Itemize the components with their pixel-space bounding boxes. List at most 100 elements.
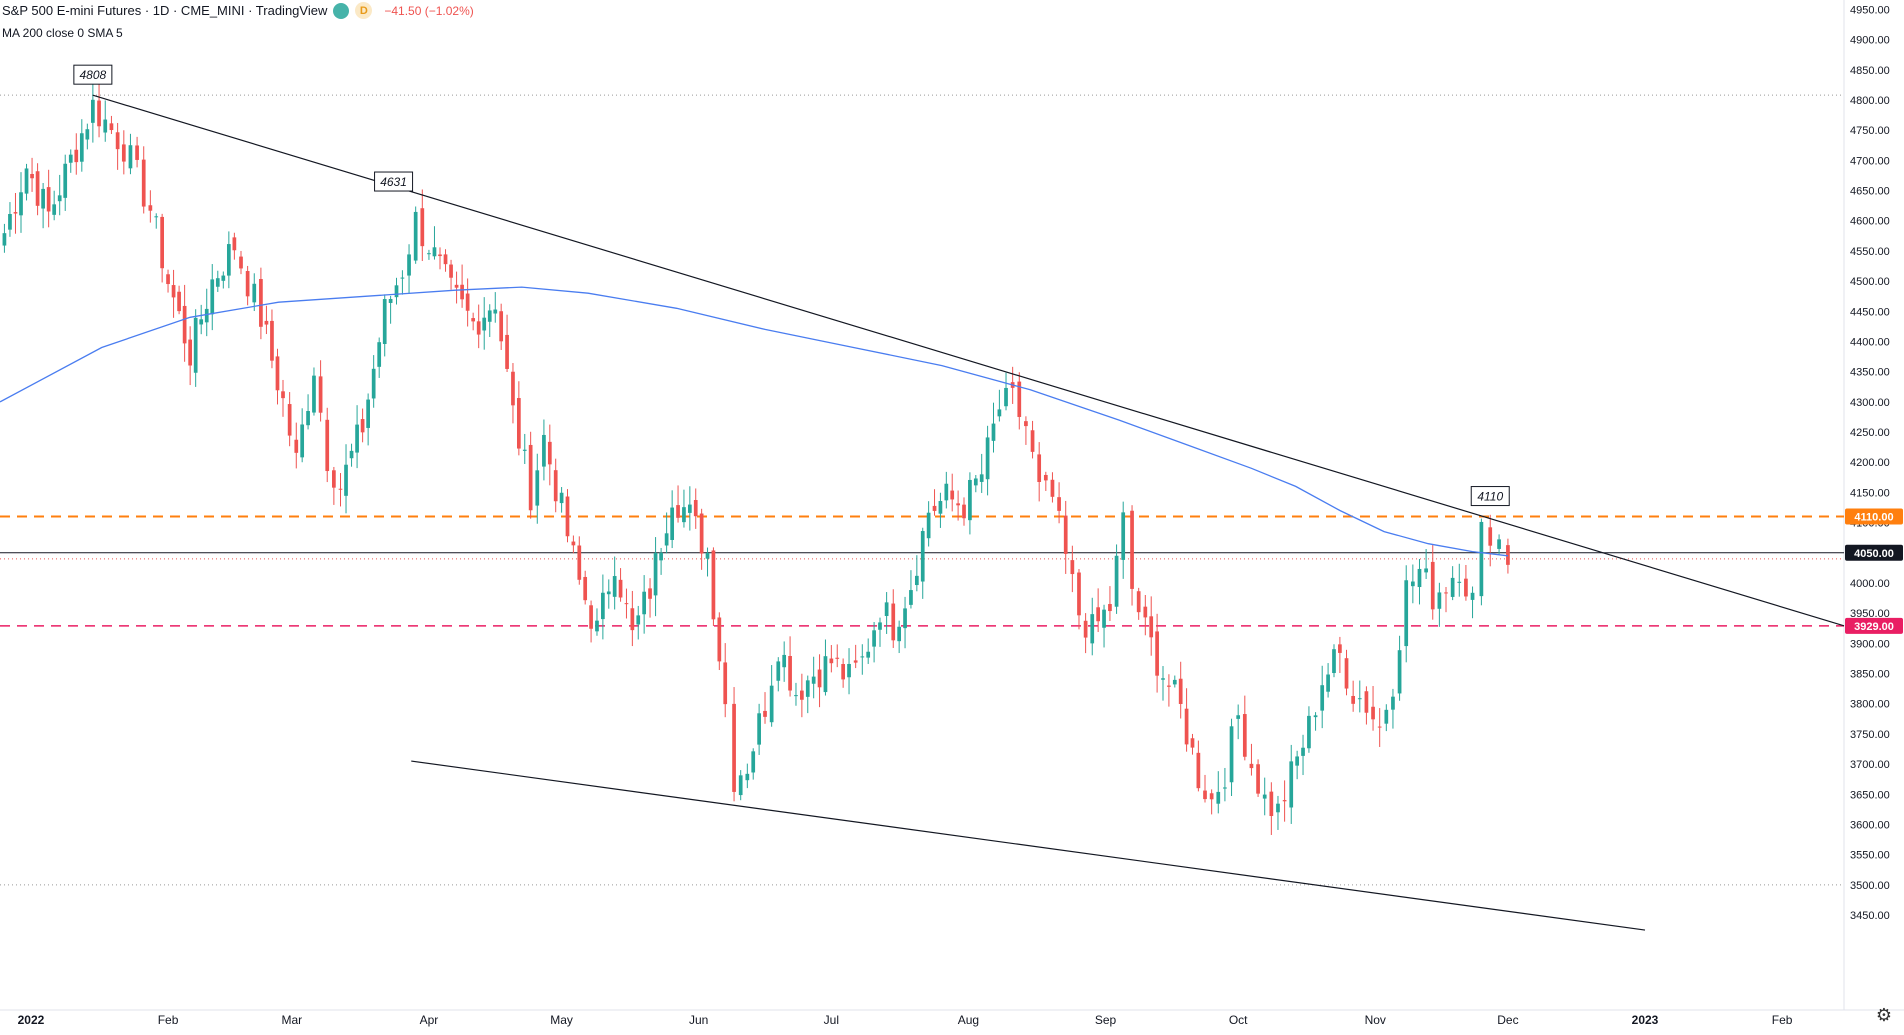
x-tick-label: May xyxy=(550,1013,573,1027)
candle-body xyxy=(648,588,652,599)
candle-body xyxy=(1430,561,1435,610)
candle-body xyxy=(891,603,896,641)
x-tick-label: Apr xyxy=(420,1013,439,1027)
x-tick-label: Sep xyxy=(1095,1013,1117,1027)
candle-body xyxy=(1351,695,1356,704)
candle-body xyxy=(1444,592,1448,594)
y-tick-label: 3500.00 xyxy=(1850,880,1890,892)
candle-body xyxy=(872,630,876,647)
candle-body xyxy=(41,188,45,209)
candle-body xyxy=(287,404,292,436)
candle-body xyxy=(377,342,382,367)
price-axis-label: 4050.00 xyxy=(1854,548,1894,560)
candle-body xyxy=(460,284,464,300)
candle-body xyxy=(659,552,663,561)
y-tick-label: 4850.00 xyxy=(1850,65,1890,77)
candle-body xyxy=(944,483,949,501)
candle-body xyxy=(1470,592,1475,600)
candle-body xyxy=(312,375,316,413)
candle-body xyxy=(1004,387,1008,407)
candle-body xyxy=(932,505,937,511)
trendline xyxy=(92,94,1845,627)
candle-body xyxy=(926,512,931,539)
candle-body xyxy=(294,439,299,453)
candle-body xyxy=(1121,512,1126,560)
candle-body xyxy=(1102,609,1106,628)
candle-body xyxy=(1043,474,1048,481)
trendline xyxy=(411,760,1646,931)
candle-body xyxy=(188,339,193,366)
candle-body xyxy=(1506,545,1510,565)
candle-body xyxy=(968,479,972,521)
candle-body xyxy=(366,399,370,428)
price-annotation-box xyxy=(374,171,414,192)
y-tick-label: 4650.00 xyxy=(1850,186,1890,198)
candle-body xyxy=(794,695,798,697)
candle-body xyxy=(79,133,84,162)
candle-body xyxy=(903,608,907,629)
candle-body xyxy=(630,608,635,631)
y-tick-label: 3450.00 xyxy=(1850,910,1890,922)
candle-body xyxy=(595,620,599,632)
candle-body xyxy=(160,216,164,269)
candle-body xyxy=(763,710,767,717)
candle-body xyxy=(128,145,133,169)
gear-icon[interactable]: ⚙ xyxy=(1875,1005,1892,1025)
candle-body xyxy=(811,676,816,684)
candle-body xyxy=(1136,591,1141,613)
candle-body xyxy=(239,256,243,269)
candle-body xyxy=(860,656,865,658)
y-tick-label: 3650.00 xyxy=(1850,789,1890,801)
y-tick-label: 3800.00 xyxy=(1850,699,1890,711)
candle-body xyxy=(1155,631,1159,676)
candle-body xyxy=(35,171,40,206)
y-tick-label: 4350.00 xyxy=(1850,367,1890,379)
candle-body xyxy=(1256,764,1260,794)
candle-body xyxy=(682,507,686,523)
candle-body xyxy=(1203,790,1207,800)
candle-body xyxy=(57,195,62,202)
delayed-data-badge[interactable]: D xyxy=(355,2,373,19)
candle-body xyxy=(920,531,925,582)
candle-body xyxy=(476,321,481,335)
candle-body xyxy=(1196,752,1201,789)
candle-body xyxy=(1161,678,1165,680)
y-tick-label: 4600.00 xyxy=(1850,216,1890,228)
symbol-title[interactable]: S&P 500 E-mini Futures · 1D · CME_MINI ·… xyxy=(2,3,328,18)
candle-body xyxy=(413,211,418,261)
candle-body xyxy=(306,411,310,426)
candle-body xyxy=(817,669,822,688)
y-tick-label: 4950.00 xyxy=(1850,4,1890,16)
candle-body xyxy=(438,254,442,257)
candle-body xyxy=(259,278,263,327)
y-tick-label: 3750.00 xyxy=(1850,729,1890,741)
candle-body xyxy=(103,119,108,133)
candle-body xyxy=(1063,515,1068,554)
y-tick-label: 4550.00 xyxy=(1850,246,1890,258)
y-tick-label: 4300.00 xyxy=(1850,397,1890,409)
candle-body xyxy=(624,603,629,605)
candle-body xyxy=(1269,791,1274,817)
candle-body xyxy=(63,163,68,198)
candle-body xyxy=(499,311,504,342)
candle-body xyxy=(757,713,761,745)
candle-body xyxy=(571,541,576,546)
candle-body xyxy=(664,533,669,546)
candle-body xyxy=(449,264,453,278)
indicator-legend[interactable]: MA 200 close 0 SMA 5 xyxy=(2,26,123,40)
candle-body xyxy=(109,123,114,131)
candle-body xyxy=(687,504,692,513)
candle-body xyxy=(1364,691,1369,713)
y-tick-label: 4700.00 xyxy=(1850,155,1890,167)
x-tick-label: Aug xyxy=(958,1013,979,1027)
y-tick-label: 4250.00 xyxy=(1850,427,1890,439)
candle-body xyxy=(1249,763,1254,769)
candle-body xyxy=(1083,620,1088,638)
candle-body xyxy=(226,244,231,276)
candle-body xyxy=(985,437,990,480)
y-tick-label: 4200.00 xyxy=(1850,457,1890,469)
candle-body xyxy=(618,579,623,598)
candle-body xyxy=(394,285,399,298)
